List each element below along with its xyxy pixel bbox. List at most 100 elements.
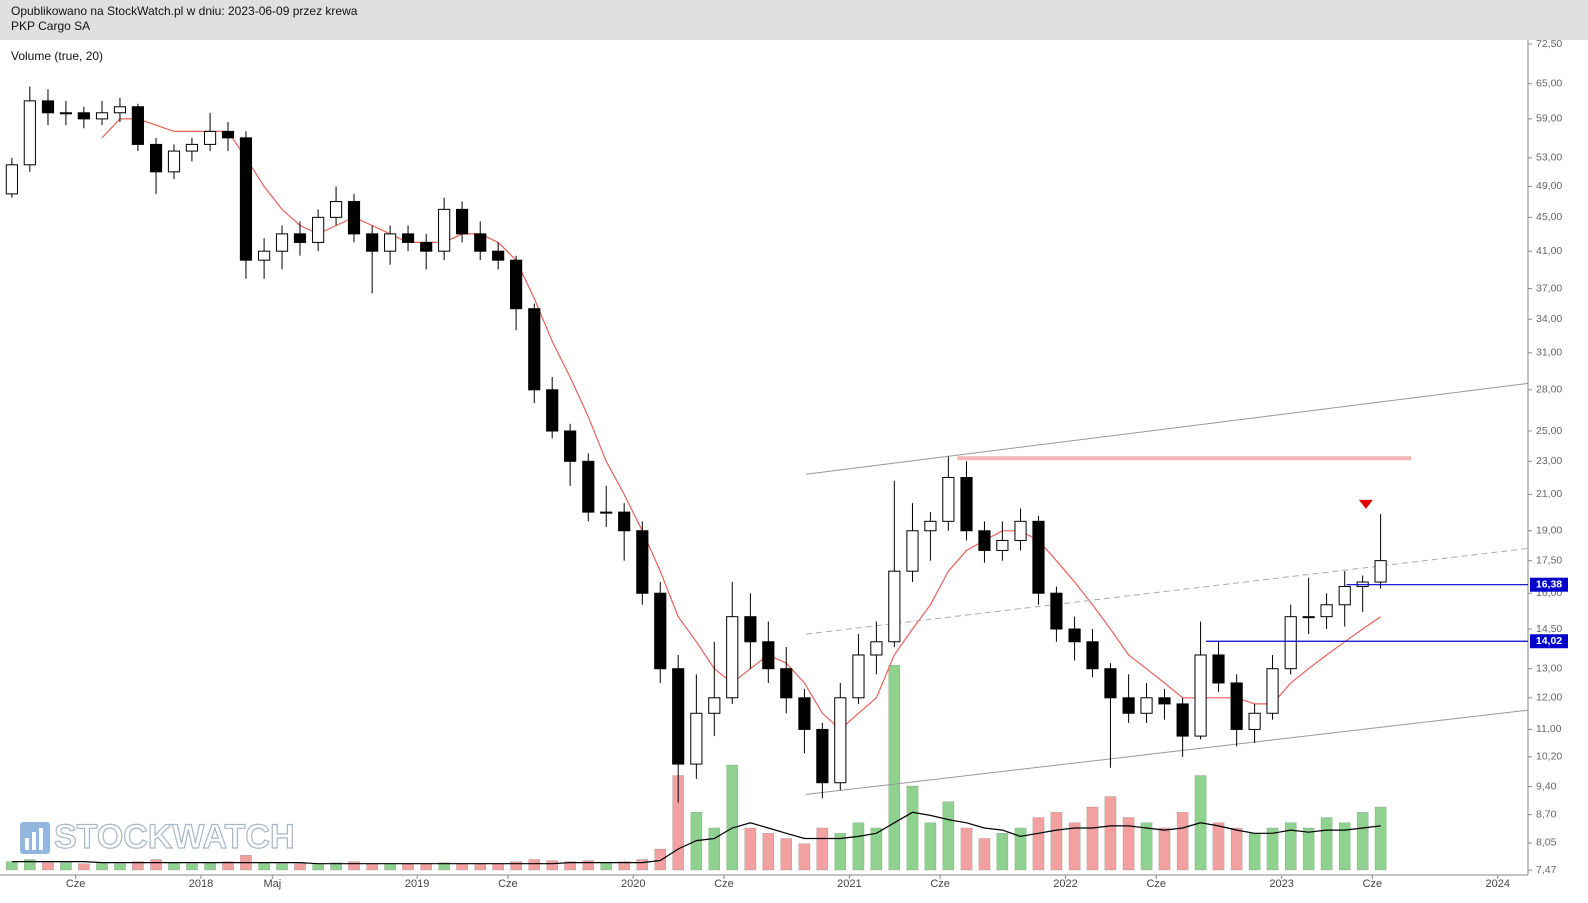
volume-bar [1032,817,1045,871]
y-tick-label: 21,00 [1536,488,1562,500]
candle-body [185,143,199,152]
volume-bar [330,862,342,871]
candle-body [1230,682,1243,730]
header-bar [0,0,1588,40]
candle-body [1320,604,1333,618]
candle-body [726,616,739,699]
candle-body [293,233,307,243]
volume-bar [618,861,630,871]
candle-body [438,208,451,252]
candle-body [1284,616,1297,670]
candle-body [59,112,73,115]
volume-bar [96,862,108,871]
candle-body [744,616,757,643]
volume-bar [1248,833,1261,871]
volume-bar [1014,827,1027,871]
y-tick-label: 8,05 [1536,837,1557,849]
volume-bar [996,833,1009,871]
candle-body [149,143,163,173]
y-tick-label: 11,00 [1536,723,1562,735]
candle-body [600,511,613,514]
volume-bar [420,863,432,871]
volume-bar [582,860,595,871]
candle-body [77,112,90,120]
candle-body [672,668,685,765]
y-tick-label: 28,00 [1536,384,1562,396]
candle-body [762,641,775,670]
volume-bar [474,863,486,871]
level-label-box [1530,634,1568,649]
candle-body [131,106,144,145]
candle-body [41,100,55,114]
candle-body [780,668,793,699]
y-tick-label: 37,00 [1536,282,1562,294]
x-tick-label: Cze [66,878,86,890]
y-tick-label: 10,20 [1536,751,1562,763]
volume-bar [708,827,721,871]
x-tick-label: 2024 [1486,878,1510,890]
volume-bar [654,848,666,871]
candle-body [258,250,271,261]
candle-body [1104,668,1117,699]
volume-bar [960,827,973,871]
volume-bar [906,785,919,871]
watermark-icon [20,822,50,854]
volume-bar [1320,817,1333,871]
candle-body [221,130,235,139]
volume-bar [1104,796,1117,871]
volume-bar [114,863,126,871]
volume-bar [456,863,468,871]
y-tick-label: 53,00 [1536,152,1562,164]
volume-bar [762,833,775,871]
candle-body [347,201,361,235]
y-tick-label: 17,50 [1536,554,1562,566]
candle-body [1032,520,1045,594]
candle-body [942,476,955,522]
signal-marker [1358,499,1373,509]
candle-body [564,430,577,462]
x-tick-label: Cze [1363,878,1383,890]
volume-bar [186,863,198,871]
candle-body [366,233,379,252]
volume-bar [402,863,414,871]
candle-body [546,389,559,432]
candle-body [1374,560,1387,583]
y-tick-label: 49,00 [1536,180,1562,192]
volume-bar [6,861,18,871]
volume-bar [636,859,649,871]
trend-line [806,709,1529,795]
volume-bar [852,822,865,871]
x-tick-label: 2022 [1053,878,1077,890]
y-tick-label: 23,00 [1536,455,1562,467]
volume-bar [1122,817,1135,871]
price-ma-line [101,118,1381,731]
candle-body [906,530,919,572]
candle-body [1194,654,1207,737]
candle-body [1212,654,1225,684]
candle-body [1302,616,1315,619]
x-tick-label: Cze [498,878,518,890]
candle-body [95,112,109,120]
candle-body [834,697,847,784]
candle-body [528,308,541,391]
candle-body [23,100,36,166]
volume-bar [1158,827,1171,871]
candle-body [239,137,253,261]
volume-bar [816,827,829,871]
candle-body [1248,712,1261,730]
candle-body [312,216,325,243]
volume-bar [276,863,288,871]
volume-bar [204,862,216,871]
candle-body [816,728,829,784]
trend-line [806,382,1529,475]
volume-bar [1302,827,1315,871]
level-label: 14,02 [1536,635,1562,647]
volume-bar [888,665,901,871]
candle-body [167,150,181,173]
y-tick-label: 7,47 [1536,864,1557,876]
candle-body [708,697,721,714]
volume-bar [1230,827,1243,871]
volume-bar [528,859,540,871]
volume-bar [1284,822,1297,871]
y-tick-label: 25,00 [1536,425,1562,437]
